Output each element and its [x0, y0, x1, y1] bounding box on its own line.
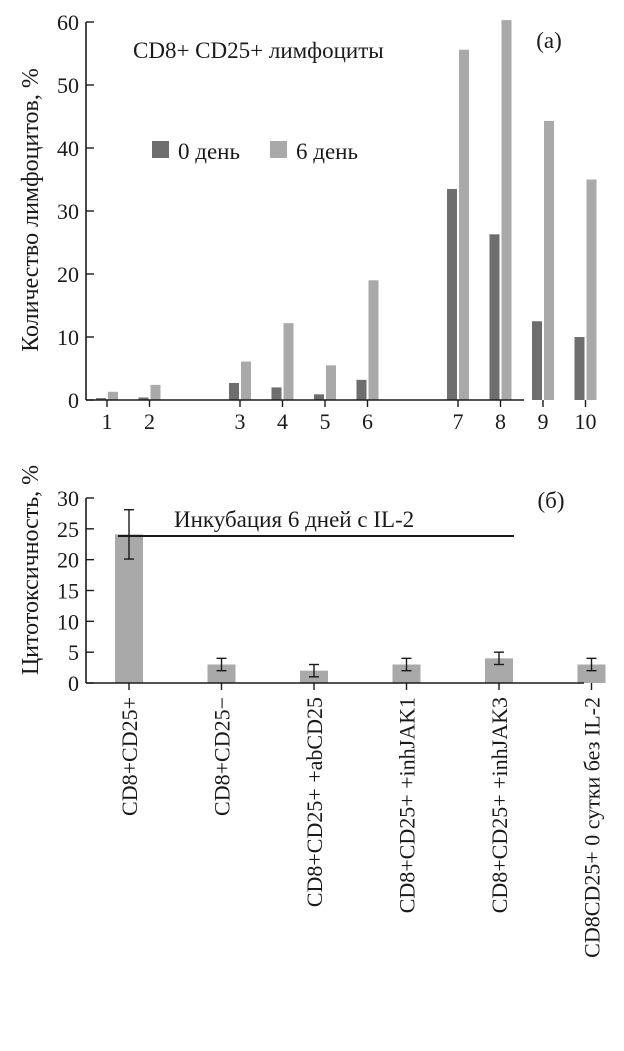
panel-a-x-tick-label: 2	[144, 409, 155, 434]
bar-day0	[356, 379, 367, 400]
panel-b-x-tick-label: CD8+CD25+ +inhJAK1	[395, 697, 420, 913]
panel-a-x-tick-label: 9	[538, 409, 549, 434]
bar-day6	[459, 49, 469, 400]
panel-a-x-tick-label: 3	[235, 409, 246, 434]
panel-b-x-tick-label: CD8+CD25+ +abCD25	[302, 697, 327, 907]
panel-a-x-tick-label: 7	[453, 409, 464, 434]
panel-b-y-tick-label: 20	[57, 548, 79, 573]
panel-b-annotation: Инкубация 6 дней с IL-2	[174, 507, 414, 532]
panel-b-chart: Цитотоксичность, % 0 5 10 15 20 25 30 CD8+CD25…	[18, 465, 606, 958]
panel-a-bars	[96, 20, 597, 401]
panel-b-x-tick-label: CD8CD25+ 0 сутки без IL-2	[580, 697, 605, 958]
panel-a-x-tick-label: 10	[575, 409, 597, 434]
panel-b-y-tick-label: 25	[57, 517, 79, 542]
panel-a-y-axis-label: Количество лимфоцитов, %	[18, 68, 44, 352]
panel-a-x-tick-label: 8	[495, 409, 506, 434]
bar-day6	[368, 280, 379, 400]
panel-a-chart: Количество лимфоцитов, % 0 10 20 30 40 50 60 1…	[18, 10, 597, 434]
panel-b-y-axis-label: Цитотоксичность, %	[18, 465, 44, 675]
panel-b-x-tick-label: CD8+CD25+ +inhJAK3	[487, 697, 512, 913]
panel-a-y-tick-label: 20	[57, 262, 79, 287]
panel-b-bars	[115, 534, 606, 683]
bar-day0	[314, 394, 324, 400]
panel-a-y-tick-label: 60	[57, 10, 79, 35]
panel-b-x-tick-label: CD8+CD25−	[210, 697, 235, 816]
bar-day6	[283, 323, 294, 400]
panel-a-x-tick-label: 1	[102, 409, 113, 434]
panel-b-y-tick-label: 5	[68, 640, 79, 665]
panel-b-y-tick-label: 10	[57, 609, 79, 634]
panel-b-x-ticks: CD8+CD25+ CD8+CD25− CD8+CD25+ +abCD25 CD8+C…	[117, 683, 605, 958]
bar-day0	[447, 188, 457, 400]
panel-a-x-tick-label: 4	[277, 409, 288, 434]
panel-b-y-tick-label: 15	[57, 579, 79, 604]
panel-a-x-ticks: 1 2 3 4 5 6 7 8 9 10	[102, 400, 597, 434]
panel-a-y-ticks: 0 10 20 30 40 50 60	[57, 10, 94, 413]
panel-a-y-tick-label: 0	[68, 388, 79, 413]
bar-day6	[586, 179, 597, 400]
panel-a-label: (а)	[536, 28, 562, 53]
bar-cytotoxicity	[577, 664, 606, 683]
panel-b-x-tick-label: CD8+CD25+	[117, 697, 142, 816]
bar-day0	[96, 398, 106, 400]
panel-b-y-ticks: 0 5 10 15 20 25 30	[57, 486, 94, 696]
panel-a-x-tick-label: 5	[320, 409, 331, 434]
bar-cytotoxicity	[207, 664, 236, 683]
panel-b-y-tick-label: 30	[57, 486, 79, 511]
legend-label-day6: 6 день	[296, 139, 358, 164]
panel-a-y-tick-label: 50	[57, 73, 79, 98]
bar-day6	[150, 384, 161, 400]
panel-b-y-tick-label: 0	[68, 671, 79, 696]
bar-day0	[271, 387, 282, 400]
legend-label-day0: 0 день	[178, 139, 240, 164]
legend-swatch-day0	[152, 141, 169, 158]
bar-day6	[544, 120, 554, 400]
bar-day6	[326, 365, 336, 400]
panel-b-label: (б)	[537, 488, 564, 513]
panel-a-x-tick-label: 6	[362, 409, 373, 434]
bar-day0	[489, 234, 500, 400]
panel-b-error-bars	[124, 509, 597, 678]
panel-a-legend: 0 день 6 день	[152, 139, 358, 164]
bar-day0	[229, 382, 239, 400]
panel-a-y-tick-label: 30	[57, 199, 79, 224]
panel-a-y-tick-label: 10	[57, 325, 79, 350]
bar-day0	[574, 337, 585, 400]
bar-day0	[138, 397, 149, 400]
legend-swatch-day6	[270, 141, 287, 158]
bar-cytotoxicity	[392, 664, 421, 683]
panel-a-title: CD8+ CD25+ лимфоциты	[133, 38, 384, 63]
bar-day6	[241, 361, 251, 400]
bar-day6	[501, 20, 512, 401]
panel-a-y-tick-label: 40	[57, 136, 79, 161]
bar-day0	[532, 321, 542, 400]
bar-day6	[108, 391, 118, 400]
